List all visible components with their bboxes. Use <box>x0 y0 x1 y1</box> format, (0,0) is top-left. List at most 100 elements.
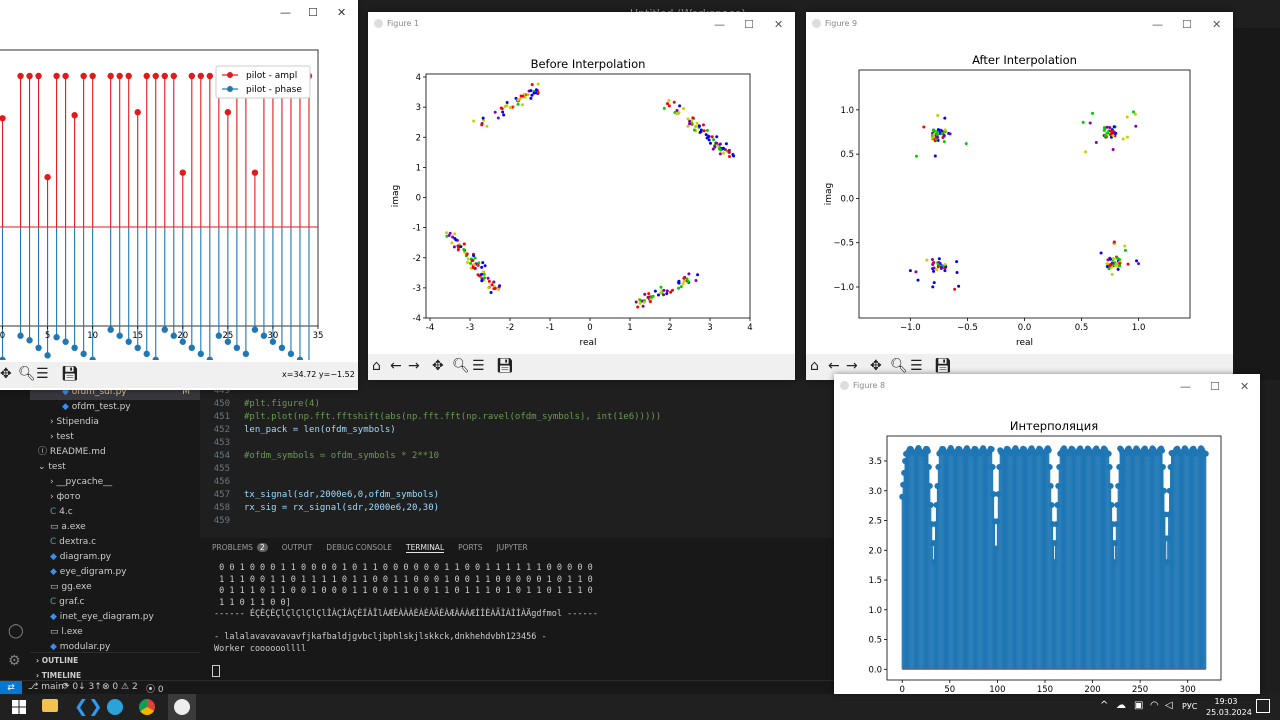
panel-tab-problems[interactable]: PROBLEMS 2 <box>212 543 268 552</box>
minimize-button[interactable]: — <box>280 6 291 19</box>
code-line[interactable]: 456 <box>200 476 661 489</box>
code-line[interactable]: 449 <box>200 385 661 398</box>
notifications-icon[interactable] <box>1256 699 1270 713</box>
settings-gear-icon[interactable]: ⚙ <box>8 653 21 669</box>
explorer-item[interactable]: ▭ gg.exe <box>30 580 200 595</box>
explorer-item[interactable]: › __pycache__ <box>30 475 200 490</box>
explorer-item[interactable]: ⓘ README.md <box>30 445 200 460</box>
zoom-icon[interactable]: 🔍︎ <box>18 366 36 382</box>
explorer-item[interactable]: ◆ ofdm_test.py <box>30 400 200 415</box>
save-icon[interactable]: 💾︎ <box>61 366 79 382</box>
explorer-item[interactable]: › фото <box>30 490 200 505</box>
code-line[interactable]: 453 <box>200 437 661 450</box>
forward-icon[interactable]: → <box>846 358 858 374</box>
sync-indicator[interactable]: ⟳ 0↓ 3↑ <box>62 682 102 692</box>
tray-chevron-icon[interactable]: ^ <box>1100 700 1109 711</box>
tray-app-icon[interactable]: ▣ <box>1134 700 1144 711</box>
configure-subplots-icon[interactable]: ☰ <box>910 358 923 374</box>
explorer-item-label: test <box>48 462 66 472</box>
pan-icon[interactable]: ✥ <box>0 366 12 382</box>
panel-tab-terminal[interactable]: TERMINAL <box>405 543 445 553</box>
panel-tab-debug-console[interactable]: DEBUG CONSOLE <box>326 543 392 552</box>
code-editor[interactable]: 449 450 #plt.figure(4) 451 #plt.plot(np.fft.… <box>200 380 840 538</box>
code-line[interactable]: 459 <box>200 515 661 528</box>
code-line[interactable]: 450 #plt.figure(4) <box>200 398 661 411</box>
explorer-item[interactable]: C 4.c <box>30 505 200 520</box>
panel-tab-ports[interactable]: PORTS <box>458 543 482 552</box>
plot-frame <box>0 49 319 327</box>
problems-indicator[interactable]: ⊗ 0 ⚠ 2 <box>102 682 138 692</box>
panel-tab-jupyter[interactable]: JUPYTER <box>497 543 528 552</box>
explorer-item[interactable]: ◆ inet_eye_diagram.py <box>30 610 200 625</box>
branch-indicator[interactable]: ⎇ main* <box>28 682 69 692</box>
back-icon[interactable]: ← <box>390 358 402 374</box>
stem-marker <box>53 72 60 80</box>
back-icon[interactable]: ← <box>828 358 840 374</box>
ports-indicator[interactable]: ⦿ 0 <box>146 685 164 695</box>
vscode-taskbar-icon[interactable]: ❮❯ <box>74 697 103 717</box>
explorer-item[interactable]: › Stipendia <box>30 415 200 430</box>
volume-icon[interactable]: ◁ <box>1165 700 1173 711</box>
code-line[interactable]: 458 rx_sig = rx_signal(sdr,2000e6,20,30) <box>200 502 661 515</box>
explorer-item[interactable]: › test <box>30 430 200 445</box>
after-interpolation-plot[interactable]: After Interpolation real imag −1.0 −0.5 0.0 0.… <box>806 42 1233 352</box>
interpolation-plot[interactable]: Интерполяция 0 50 100 150 200 250 300 0.0 0.5 1.0 1… <box>834 404 1260 694</box>
telegram-icon[interactable] <box>107 699 123 715</box>
home-icon[interactable]: ⌂ <box>372 358 381 374</box>
scatter-point <box>688 122 692 126</box>
file-explorer-icon[interactable] <box>42 699 58 712</box>
explorer-item[interactable]: ◆ diagram.py <box>30 550 200 565</box>
chrome-icon[interactable] <box>139 699 155 715</box>
minimize-button[interactable]: — <box>714 18 725 31</box>
maximize-button[interactable]: ☐ <box>308 6 318 19</box>
code-line[interactable]: 454 #ofdm_symbols = ofdm_symbols * 2**10 <box>200 450 661 463</box>
account-icon[interactable]: ◯ <box>8 623 24 639</box>
terminal-line: - lalalavavavavavfjkafbaldjgvbcljbphlskj… <box>214 632 547 642</box>
tray-cloud-icon[interactable]: ☁ <box>1116 700 1126 711</box>
windows-start-icon[interactable] <box>12 700 26 714</box>
code-line[interactable]: 451 #plt.plot(np.fft.fftshift(abs(np.fft.… <box>200 411 662 424</box>
configure-subplots-icon[interactable]: ☰ <box>36 366 49 382</box>
pan-icon[interactable]: ✥ <box>432 358 444 374</box>
maximize-button[interactable]: ☐ <box>1182 18 1192 31</box>
forward-icon[interactable]: → <box>408 358 420 374</box>
explorer-item[interactable]: ◆ modular.py <box>30 640 200 655</box>
timeline-section[interactable]: › TIMELINE <box>36 671 82 680</box>
scatter-point <box>713 145 717 149</box>
close-button[interactable]: ✕ <box>1212 18 1222 31</box>
y-tick-label: -2 <box>413 254 421 264</box>
minimize-button[interactable]: — <box>1180 380 1191 393</box>
clock[interactable]: 19:03 25.03.2024 <box>1206 696 1252 718</box>
save-icon[interactable]: 💾︎ <box>934 358 952 374</box>
panel-tab-output[interactable]: OUTPUT <box>282 543 313 552</box>
before-interpolation-plot[interactable]: Before Interpolation real imag -4 -3 -2 -1 0 1 2 3… <box>368 42 795 352</box>
explorer-item[interactable]: ◆ eye_digram.py <box>30 565 200 580</box>
maximize-button[interactable]: ☐ <box>1210 380 1220 393</box>
zoom-icon[interactable]: 🔍︎ <box>452 358 470 374</box>
stem-plot[interactable]: 0 5 10 15 20 25 30 35 pilot - ampl pilot - phase <box>0 30 358 360</box>
configure-subplots-icon[interactable]: ☰ <box>472 358 485 374</box>
code-line[interactable]: 455 <box>200 463 661 476</box>
home-icon[interactable]: ⌂ <box>810 358 819 374</box>
close-button[interactable]: ✕ <box>1240 380 1250 393</box>
close-button[interactable]: ✕ <box>337 6 347 19</box>
explorer-item[interactable]: ⌄ test <box>30 460 200 475</box>
y-tick-label: 1.0 <box>840 106 854 116</box>
close-button[interactable]: ✕ <box>774 18 784 31</box>
minimize-button[interactable]: — <box>1152 18 1163 31</box>
maximize-button[interactable]: ☐ <box>744 18 754 31</box>
explorer-item[interactable]: ▭ a.exe <box>30 520 200 535</box>
explorer-item[interactable]: C dextra.c <box>30 535 200 550</box>
explorer-item[interactable]: C graf.c <box>30 595 200 610</box>
code-line[interactable]: 457 tx_signal(sdr,2000e6,0,ofdm_symbols) <box>200 489 661 502</box>
zoom-icon[interactable]: 🔍︎ <box>890 358 908 374</box>
save-icon[interactable]: 💾︎ <box>496 358 514 374</box>
python-figure-taskbar-button[interactable] <box>168 694 196 720</box>
input-language[interactable]: РУС <box>1182 702 1198 711</box>
pan-icon[interactable]: ✥ <box>870 358 882 374</box>
explorer-item[interactable]: ▭ l.exe <box>30 625 200 640</box>
code-line[interactable]: 452 len_pack = len(ofdm_symbols) <box>200 424 661 437</box>
remote-indicator-icon[interactable]: ⇄ <box>0 681 22 695</box>
outline-section[interactable]: › OUTLINE <box>36 656 79 665</box>
wifi-icon[interactable]: ◠ <box>1150 700 1159 711</box>
